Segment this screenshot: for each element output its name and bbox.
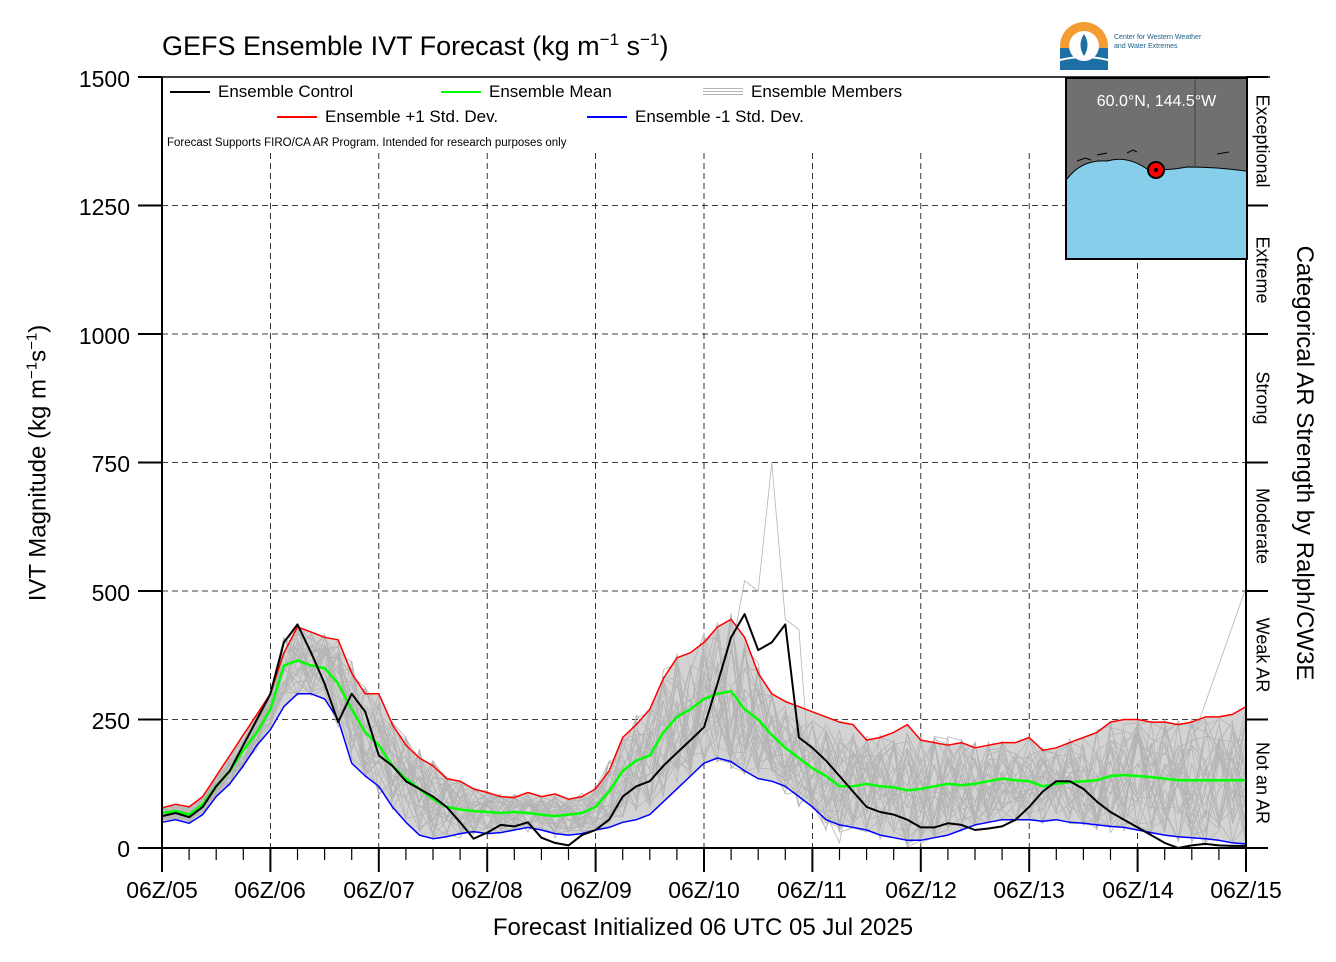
x-tick-label: 06Z/07 [343,877,415,903]
location-label: 60.0°N, 144.5°W [1096,93,1217,110]
x-tick-label: 06Z/05 [126,877,198,903]
grid-lines [162,153,1246,848]
x-tick-label: 06Z/08 [451,877,523,903]
chart-title: GEFS Ensemble IVT Forecast (kg m−1 s−1) [162,30,669,61]
legend-members: Ensemble Members [703,82,902,102]
y-tick-label: 750 [91,451,130,477]
disclaimer-note: Forecast Supports FIRO/CA AR Program. In… [167,137,567,149]
legend-mean: Ensemble Mean [441,82,612,102]
ensemble-member-lines [161,462,1247,849]
ensemble-member-line [161,645,1247,844]
y-tick-label: 1250 [78,194,130,220]
category-exceptional: Exceptional [1252,94,1273,188]
category-not-an-ar: Not an AR [1252,741,1273,825]
ensemble-member-line [161,645,1247,842]
x-tick-label: 06Z/06 [234,877,306,903]
ensemble-member-line [161,648,1247,844]
series-lines [161,613,1247,849]
ensemble-member-line [161,641,1247,843]
x-axis-label: Forecast Initialized 06 UTC 05 Jul 2025 [492,914,914,941]
ensemble-member-line [161,622,1247,843]
cw3e-logo: Center for Western Weather and Water Extr… [1058,20,1238,72]
x-tick-label: 06Z/12 [885,877,957,903]
category-extreme: Extreme [1252,236,1273,304]
plus-std-dev-line [161,618,1247,809]
x-tick-label: 06Z/14 [1102,877,1174,903]
ensemble-member-line [161,619,1247,844]
minus-std-dev-line [161,693,1247,845]
x-tick-label: 06Z/11 [777,877,847,903]
y-tick-label: 500 [91,580,130,606]
category-strong: Strong [1252,371,1273,425]
y-tick-label: 0 [117,836,130,862]
legend-minus-sd: Ensemble -1 Std. Dev. [587,107,804,127]
x-tick-label: 06Z/13 [993,877,1065,903]
x-tick-label: 06Z/15 [1210,877,1282,903]
location-inset-map: 60.0°N, 144.5°W [1065,77,1248,260]
ensemble-member-line [161,625,1247,836]
ensemble-member-line [161,637,1247,833]
ensemble-member-line [161,634,1247,834]
ensemble-control-line [161,613,1246,849]
cw3e-logo-text: Center for Western Weather and Water Extr… [1114,34,1202,50]
category-weak-ar: Weak AR [1252,617,1273,693]
ensemble-member-line [161,648,1247,847]
x-tick-label: 06Z/09 [560,877,632,903]
inset-map-graphic [1067,79,1246,258]
legend-control: Ensemble Control [170,82,353,102]
cw3e-water-drop-logo-icon [1059,22,1109,70]
legend-plus-sd: Ensemble +1 Std. Dev. [277,107,498,127]
y-tick-label: 1000 [78,323,130,349]
ensemble-member-line [161,647,1247,833]
ensemble-mean-line [161,659,1246,818]
y-tick-label: 1500 [78,66,130,92]
ensemble-member-line [161,622,1247,845]
ensemble-member-line [161,644,1247,839]
x-tick-label: 06Z/10 [668,877,740,903]
ensemble-member-line [161,659,1247,845]
ensemble-member-line [161,633,1247,834]
y-tick-label: 250 [91,708,130,734]
right-axis-label: Categorical AR Strength by Ralph/CW3E [1291,245,1318,681]
ensemble-member-line [161,633,1247,843]
y-axis-label: IVT Magnitude (kg m−1s−1) [23,324,52,602]
category-moderate: Moderate [1252,487,1273,565]
